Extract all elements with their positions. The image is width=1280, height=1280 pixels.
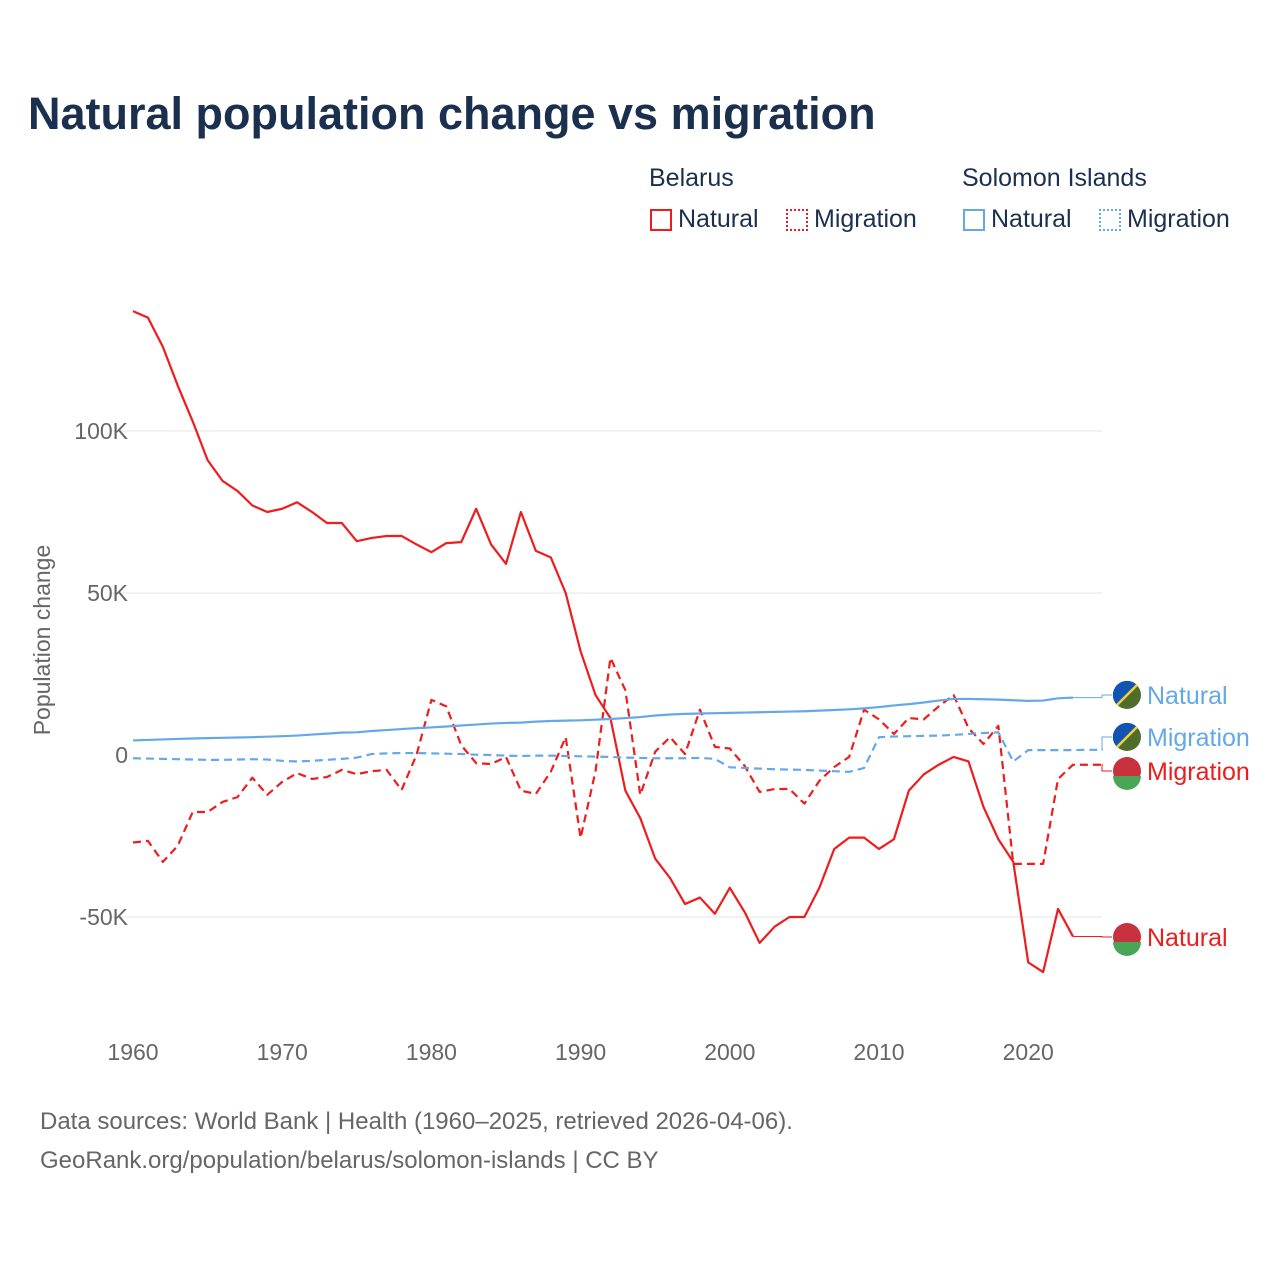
legend-swatch-solid	[650, 208, 672, 231]
x-tick-label: 2020	[1003, 1039, 1054, 1065]
flag-stripe	[1116, 726, 1138, 748]
series-line	[132, 731, 1103, 773]
y-tick-label: 100K	[74, 418, 128, 444]
series-end-label: Migration	[1147, 724, 1250, 752]
legend-label: Migration	[814, 205, 917, 233]
series-end-label: Natural	[1147, 924, 1228, 952]
label-connector	[1101, 764, 1112, 772]
x-tick-label: 1990	[555, 1039, 606, 1065]
legend-item-solomon-natural[interactable]: Natural	[963, 205, 1072, 234]
flag-stripe	[1113, 776, 1141, 790]
source-note: Data sources: World Bank | Health (1960–…	[40, 1108, 793, 1135]
label-connector	[1072, 935, 1112, 938]
flag-stripe	[1113, 942, 1141, 956]
label-connector	[1072, 694, 1112, 699]
legend-item-belarus-migration[interactable]: Migration	[786, 205, 917, 234]
y-axis-label: Population change	[29, 545, 55, 736]
y-tick-label: -50K	[79, 904, 128, 930]
source-url[interactable]: GeoRank.org/population/belarus/solomon-i…	[40, 1147, 659, 1174]
series-line	[132, 696, 1074, 742]
legend-group-solomon: Solomon Islands	[962, 164, 1147, 192]
y-tick-label: 0	[115, 742, 128, 768]
series-line	[132, 656, 1103, 865]
legend-label: Natural	[991, 205, 1072, 233]
x-tick-label: 1980	[406, 1039, 457, 1065]
series-end-label: Natural	[1147, 682, 1228, 710]
chart-title: Natural population change vs migration	[28, 88, 876, 139]
series-line	[132, 310, 1074, 974]
x-tick-label: 2000	[704, 1039, 755, 1065]
legend-label: Migration	[1127, 205, 1230, 233]
x-tick-label: 1960	[107, 1039, 158, 1065]
flag-blue	[1112, 722, 1137, 747]
flag-stripe	[1116, 684, 1138, 706]
legend-item-belarus-natural[interactable]: Natural	[650, 205, 759, 234]
legend-swatch-solid	[963, 208, 985, 231]
legend-label: Natural	[678, 205, 759, 233]
y-tick-label: 50K	[87, 580, 129, 606]
legend-item-solomon-migration[interactable]: Migration	[1099, 205, 1230, 234]
x-tick-label: 2010	[853, 1039, 904, 1065]
legend-group-belarus: Belarus	[649, 164, 734, 192]
x-tick-label: 1970	[257, 1039, 308, 1065]
series-end-label: Migration	[1147, 758, 1250, 786]
legend-swatch-dotted	[1099, 208, 1121, 231]
legend-swatch-dotted	[786, 208, 808, 231]
flag-blue	[1112, 680, 1137, 705]
label-connector	[1101, 736, 1112, 751]
